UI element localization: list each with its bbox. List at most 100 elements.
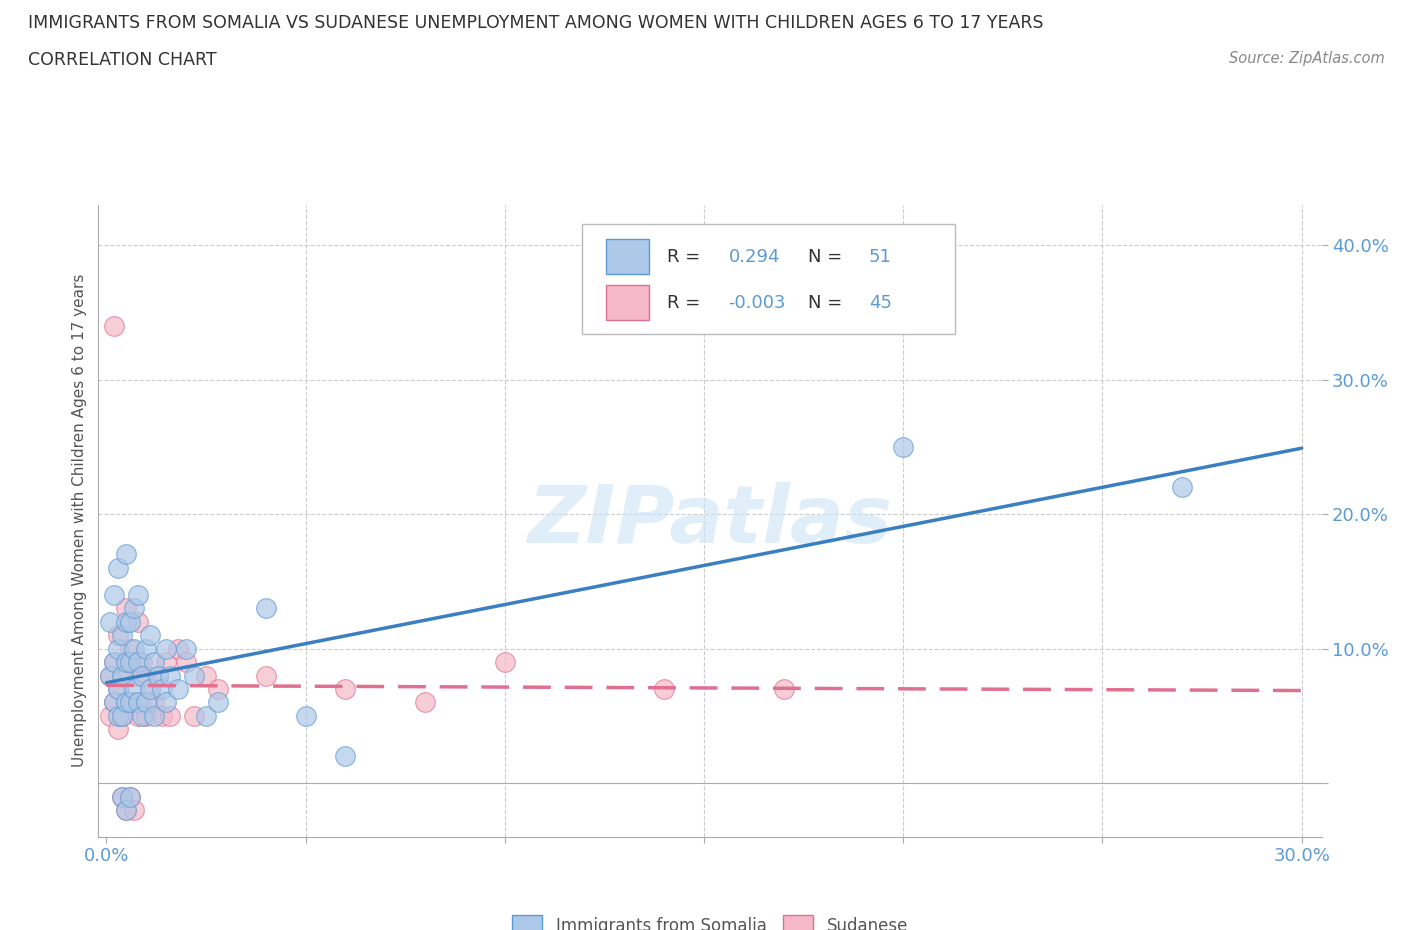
Point: [494, 655, 516, 670]
FancyBboxPatch shape: [582, 223, 955, 334]
Point: [131, 668, 153, 683]
Point: [111, 668, 134, 683]
Point: [124, 641, 146, 656]
Text: 0.294: 0.294: [728, 248, 780, 266]
Point: [100, 615, 122, 630]
Point: [107, 722, 129, 737]
Point: [120, 615, 142, 630]
Point: [124, 655, 146, 670]
Point: [772, 682, 794, 697]
Point: [127, 709, 149, 724]
Point: [120, 790, 142, 804]
Point: [139, 682, 162, 697]
Point: [148, 668, 170, 683]
Text: Source: ZipAtlas.com: Source: ZipAtlas.com: [1229, 51, 1385, 66]
Point: [100, 709, 122, 724]
Point: [135, 641, 157, 656]
Point: [111, 709, 134, 724]
Point: [127, 668, 149, 683]
Point: [254, 601, 277, 616]
Point: [124, 695, 146, 710]
Point: [183, 668, 205, 683]
Point: [148, 668, 170, 683]
Point: [103, 318, 125, 333]
Point: [143, 709, 166, 724]
Text: R =: R =: [668, 248, 706, 266]
Point: [120, 790, 142, 804]
Point: [111, 790, 134, 804]
Point: [174, 655, 197, 670]
Point: [100, 668, 122, 683]
Point: [195, 709, 218, 724]
Point: [103, 655, 125, 670]
Text: CORRELATION CHART: CORRELATION CHART: [28, 51, 217, 69]
Point: [115, 695, 138, 710]
Point: [107, 709, 129, 724]
Point: [131, 695, 153, 710]
Point: [127, 655, 149, 670]
Point: [111, 790, 134, 804]
Text: IMMIGRANTS FROM SOMALIA VS SUDANESE UNEMPLOYMENT AMONG WOMEN WITH CHILDREN AGES : IMMIGRANTS FROM SOMALIA VS SUDANESE UNEM…: [28, 14, 1043, 32]
Point: [120, 655, 142, 670]
Point: [150, 709, 173, 724]
Point: [135, 695, 157, 710]
Point: [183, 709, 205, 724]
Point: [143, 695, 166, 710]
Point: [127, 695, 149, 710]
Text: -0.003: -0.003: [728, 294, 786, 312]
Point: [124, 682, 146, 697]
Point: [294, 709, 316, 724]
Point: [139, 682, 162, 697]
Point: [207, 682, 229, 697]
Point: [131, 709, 153, 724]
Point: [115, 601, 138, 616]
Point: [174, 641, 197, 656]
Point: [107, 641, 129, 656]
Point: [111, 628, 134, 643]
Point: [135, 668, 157, 683]
Point: [254, 668, 277, 683]
Point: [107, 682, 129, 697]
Point: [159, 668, 181, 683]
Point: [103, 655, 125, 670]
Point: [115, 695, 138, 710]
Point: [891, 439, 914, 454]
Legend: Immigrants from Somalia, Sudanese: Immigrants from Somalia, Sudanese: [506, 909, 914, 930]
Point: [111, 668, 134, 683]
Point: [107, 561, 129, 576]
Point: [127, 615, 149, 630]
Point: [120, 695, 142, 710]
Point: [127, 588, 149, 603]
Bar: [606, 239, 650, 274]
Point: [135, 709, 157, 724]
Point: [124, 803, 146, 817]
Point: [652, 682, 675, 697]
Point: [413, 695, 436, 710]
Point: [131, 655, 153, 670]
Point: [103, 695, 125, 710]
Point: [150, 682, 173, 697]
Text: R =: R =: [668, 294, 706, 312]
Point: [115, 655, 138, 670]
Point: [111, 709, 134, 724]
Point: [155, 655, 177, 670]
Point: [115, 803, 138, 817]
Point: [120, 695, 142, 710]
Point: [124, 601, 146, 616]
Y-axis label: Unemployment Among Women with Children Ages 6 to 17 years: Unemployment Among Women with Children A…: [72, 274, 87, 767]
Text: ZIPatlas: ZIPatlas: [527, 482, 893, 560]
Point: [207, 695, 229, 710]
Point: [167, 641, 190, 656]
Point: [139, 628, 162, 643]
Point: [195, 668, 218, 683]
Point: [335, 682, 357, 697]
Point: [120, 641, 142, 656]
Point: [1171, 480, 1194, 495]
Point: [167, 682, 190, 697]
Point: [155, 641, 177, 656]
Point: [103, 588, 125, 603]
Point: [159, 709, 181, 724]
Point: [115, 547, 138, 562]
Text: 45: 45: [869, 294, 891, 312]
Point: [155, 695, 177, 710]
